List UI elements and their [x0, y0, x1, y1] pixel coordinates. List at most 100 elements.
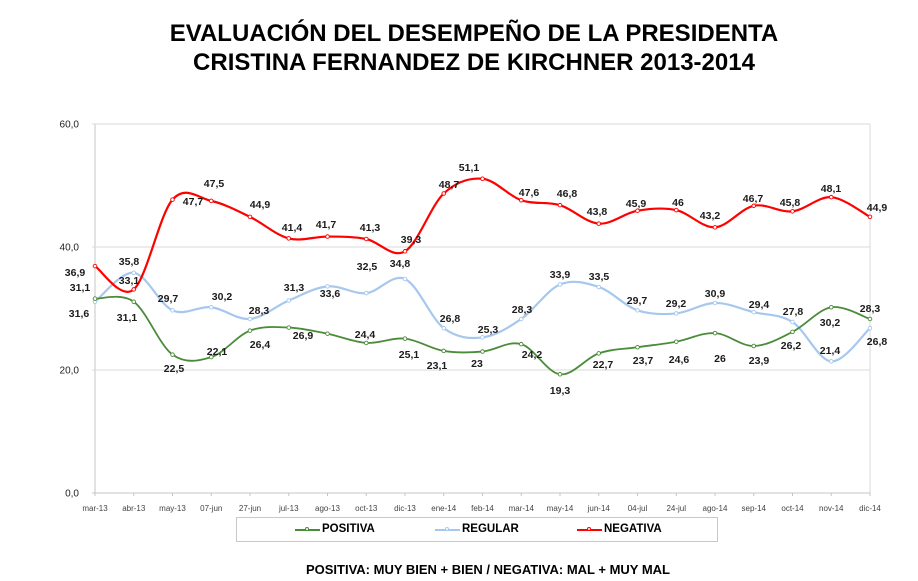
- data-point-positiva: [712, 330, 718, 336]
- data-point-negativa: [131, 287, 136, 292]
- data-point-positiva: [751, 343, 757, 349]
- data-point-regular: [519, 316, 524, 322]
- x-tick-label: abr-13: [122, 504, 146, 513]
- data-label-negativa: 47,7: [183, 196, 204, 208]
- series-positiva: [92, 295, 873, 377]
- x-tick-label: oct-14: [781, 504, 804, 513]
- x-tick-label: dic-13: [394, 504, 416, 513]
- data-point-negativa: [674, 207, 679, 213]
- data-label-positiva: 22,5: [164, 363, 185, 375]
- data-point-positiva: [867, 316, 873, 322]
- data-label-negativa: 33,1: [119, 275, 140, 287]
- legend-line-regular-icon: [435, 527, 460, 531]
- data-label-positiva: 19,3: [550, 385, 571, 397]
- data-label-negativa: 44,9: [867, 202, 888, 214]
- data-point-positiva: [519, 341, 524, 347]
- data-point-positiva: [441, 348, 447, 354]
- data-label-regular: 33,6: [320, 288, 341, 300]
- series-negativa: [92, 176, 873, 293]
- x-tick-label: may-13: [159, 504, 186, 513]
- data-labels: 31,6 31,1 22,5 22,1 26,4 26,9 24,4 25,1 23,1 23 24…: [65, 162, 888, 397]
- data-label-positiva: 23,9: [749, 355, 770, 367]
- legend-line-positiva-icon: [295, 527, 320, 531]
- x-tick-label: sep-14: [742, 504, 767, 513]
- data-label-negativa: 41,3: [360, 222, 381, 234]
- legend-line-negativa-icon: [577, 527, 602, 531]
- data-label-positiva: 26,9: [293, 330, 314, 342]
- data-point-negativa: [790, 209, 795, 214]
- data-point-regular: [829, 359, 834, 364]
- data-label-positiva: 28,3: [860, 303, 881, 315]
- data-point-regular: [790, 319, 795, 325]
- data-label-regular: 26,8: [440, 313, 461, 325]
- data-point-negativa: [557, 202, 563, 208]
- data-label-negativa: 44,9: [250, 199, 271, 211]
- data-label-negativa: 41,4: [282, 222, 303, 234]
- data-label-regular: 33,9: [550, 269, 571, 281]
- data-point-positiva: [790, 329, 795, 335]
- y-tick-label: 60,0: [60, 120, 80, 131]
- data-point-regular: [751, 309, 757, 315]
- data-point-regular: [286, 298, 292, 303]
- data-point-regular: [674, 311, 679, 316]
- data-point-regular: [557, 282, 563, 287]
- data-point-negativa: [441, 191, 447, 196]
- x-tick-label: feb-14: [471, 504, 494, 513]
- data-point-positiva: [596, 351, 602, 356]
- data-point-positiva: [92, 296, 98, 301]
- data-label-negativa: 46,7: [743, 193, 764, 205]
- data-point-negativa: [712, 225, 718, 230]
- data-label-positiva: 26,2: [781, 340, 802, 352]
- data-label-regular: 25,3: [478, 324, 499, 336]
- data-label-positiva: 23,1: [427, 360, 448, 372]
- series-lines: [92, 176, 873, 377]
- x-tick-label: jul-13: [278, 504, 299, 513]
- data-label-regular: 26,8: [867, 336, 888, 348]
- data-label-regular: 21,4: [820, 345, 841, 357]
- data-point-negativa: [208, 198, 214, 204]
- data-point-regular: [131, 270, 136, 276]
- data-label-positiva: 24,4: [355, 329, 376, 341]
- data-point-positiva: [480, 349, 485, 354]
- data-point-positiva: [829, 305, 834, 310]
- y-tick-label: 40,0: [60, 243, 80, 254]
- data-label-negativa: 45,9: [626, 198, 647, 210]
- x-tick-label: ago-13: [315, 504, 340, 513]
- data-label-regular: 27,8: [783, 306, 804, 318]
- x-tick-label: may-14: [547, 504, 574, 513]
- data-point-positiva: [286, 325, 292, 330]
- data-point-negativa: [325, 234, 330, 239]
- data-label-negativa: 41,7: [316, 219, 337, 231]
- data-point-regular: [364, 290, 369, 296]
- data-point-regular: [247, 316, 253, 322]
- data-label-positiva: 31,6: [69, 308, 90, 320]
- data-label-regular: 31,3: [284, 282, 305, 294]
- data-label-negativa: 47,5: [204, 178, 225, 190]
- x-tick-label: dic-14: [859, 504, 881, 513]
- data-point-positiva: [325, 331, 330, 336]
- chart-footnote: POSITIVA: MUY BIEN + BIEN / NEGATIVA: MA…: [305, 562, 671, 577]
- legend-label-negativa: NEGATIVA: [604, 523, 662, 535]
- x-tick-label: mar-13: [82, 504, 108, 513]
- data-point-negativa: [364, 236, 369, 242]
- data-point-positiva: [170, 352, 175, 357]
- data-label-positiva: 30,2: [820, 317, 841, 329]
- data-label-negativa: 43,8: [587, 206, 608, 218]
- gridlines: [92, 123, 870, 371]
- data-point-positiva: [674, 339, 679, 344]
- data-label-regular: 33,5: [589, 271, 610, 283]
- data-label-negativa: 43,2: [700, 210, 721, 222]
- x-tick-label: 07-jun: [200, 504, 222, 513]
- data-label-regular: 28,3: [512, 304, 533, 316]
- data-point-regular: [170, 308, 175, 313]
- x-tick-label: 04-jul: [628, 504, 648, 513]
- data-label-regular: 31,1: [70, 282, 91, 294]
- data-label-regular: 34,8: [390, 258, 411, 270]
- data-point-regular: [441, 325, 447, 331]
- data-label-positiva: 23,7: [633, 355, 654, 367]
- data-label-positiva: 24,6: [669, 354, 690, 366]
- data-point-negativa: [170, 197, 175, 202]
- data-label-regular: 30,9: [705, 288, 726, 300]
- data-label-regular: 35,8: [119, 256, 140, 268]
- data-label-negativa: 39,3: [401, 234, 422, 246]
